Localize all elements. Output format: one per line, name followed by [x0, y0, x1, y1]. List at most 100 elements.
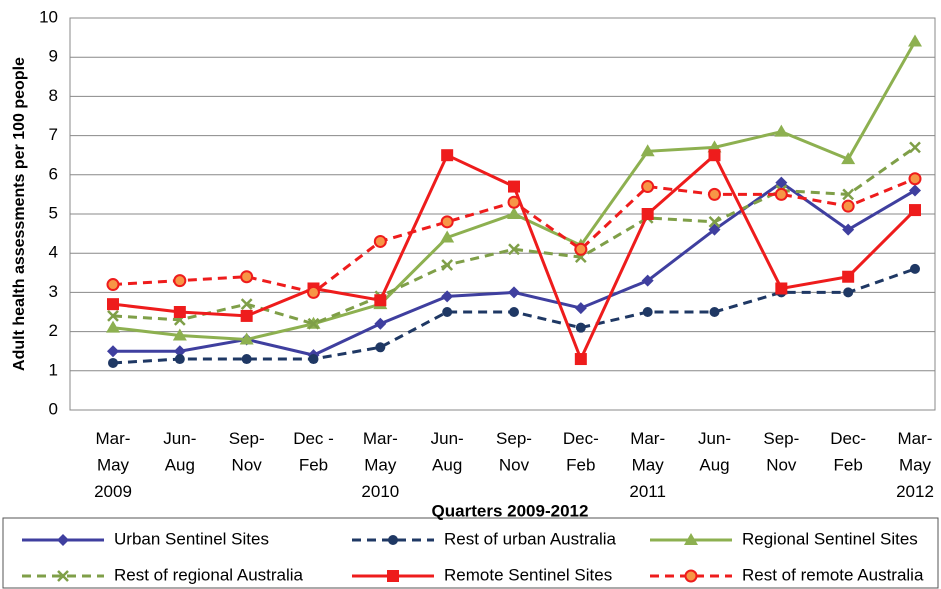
x-tick-label: Jun-Aug	[431, 429, 464, 475]
x-tick-label: Mar-May 2010	[361, 429, 399, 501]
marker	[107, 298, 119, 311]
marker	[440, 230, 455, 243]
marker	[374, 317, 387, 330]
marker	[107, 345, 119, 358]
marker	[508, 243, 520, 256]
marker	[908, 172, 922, 186]
y-tick-label: 5	[49, 203, 58, 222]
marker	[508, 180, 520, 193]
legend-marker	[684, 569, 698, 583]
marker	[308, 354, 319, 365]
y-tick-label: 10	[39, 7, 58, 26]
x-tick-label: Mar-May 2012	[896, 429, 934, 501]
marker	[910, 263, 920, 274]
marker	[172, 328, 187, 341]
marker	[708, 149, 721, 162]
marker	[709, 307, 720, 317]
y-tick-label: 2	[49, 321, 58, 340]
marker	[842, 188, 855, 201]
marker	[106, 278, 120, 292]
marker	[774, 187, 788, 201]
marker	[373, 234, 387, 248]
x-tick-label: Jun-Aug	[163, 429, 196, 475]
legend-marker	[57, 534, 69, 546]
x-tick-label: Mar-May 2009	[94, 429, 132, 501]
x-tick-label: Mar-May 2011	[629, 429, 666, 501]
legend-label: Rest of urban Australia	[444, 529, 617, 548]
marker	[374, 294, 387, 307]
marker	[108, 357, 118, 368]
marker	[441, 290, 454, 303]
x-tick-label: Dec-Feb	[563, 429, 599, 475]
y-tick-label: 4	[49, 243, 58, 262]
legend-label: Regional Sentinel Sites	[742, 529, 918, 548]
marker	[106, 320, 120, 333]
marker	[775, 176, 788, 189]
marker	[708, 215, 721, 228]
marker	[240, 298, 253, 311]
marker	[307, 285, 320, 299]
x-tick-label: Dec -Feb	[293, 429, 334, 475]
marker	[241, 354, 252, 365]
legend-marker	[388, 535, 398, 545]
legend-marker	[57, 570, 69, 582]
y-tick-label: 1	[49, 360, 58, 379]
x-tick-label: Dec-Feb	[830, 429, 866, 475]
marker	[307, 317, 320, 330]
y-axis-title: Adult health assessments per 100 people	[11, 57, 28, 371]
marker	[509, 307, 519, 317]
marker	[574, 353, 587, 366]
marker	[173, 274, 187, 288]
marker	[841, 199, 855, 213]
legend-label: Rest of remote Australia	[742, 565, 924, 584]
marker	[575, 322, 586, 333]
y-tick-label: 3	[49, 282, 58, 301]
marker	[240, 270, 254, 284]
y-tick-label: 8	[49, 86, 58, 105]
legend-box	[2, 517, 939, 589]
marker	[841, 152, 856, 165]
marker	[173, 306, 186, 318]
x-tick-label: Sep-Nov	[763, 429, 799, 475]
marker	[641, 208, 654, 220]
marker	[574, 242, 588, 256]
marker	[640, 144, 655, 157]
y-tick-label: 0	[49, 399, 58, 418]
legend-label: Remote Sentinel Sites	[444, 565, 612, 584]
x-tick-label: Sep-Nov	[229, 429, 265, 475]
marker	[174, 354, 185, 365]
marker	[641, 180, 655, 194]
marker	[507, 195, 521, 209]
marker	[508, 286, 520, 299]
marker	[442, 307, 453, 317]
legend-marker	[387, 570, 399, 582]
legend-label: Rest of regional Australia	[114, 565, 304, 584]
marker	[240, 309, 253, 322]
marker	[441, 149, 454, 162]
marker	[441, 259, 454, 271]
marker	[775, 282, 788, 295]
marker	[239, 332, 254, 345]
y-tick-label: 9	[49, 47, 58, 66]
x-tick-label: Sep-Nov	[496, 429, 532, 475]
x-axis-title: Quarters 2009-2012	[432, 501, 589, 520]
marker	[774, 124, 789, 137]
x-tick-label: Jun-Aug	[698, 429, 731, 475]
y-tick-label: 6	[49, 164, 58, 183]
marker	[842, 223, 855, 236]
marker	[909, 141, 921, 154]
marker	[173, 345, 186, 358]
marker	[574, 302, 587, 315]
y-tick-label: 7	[49, 125, 58, 144]
legend-marker	[684, 533, 698, 545]
marker	[642, 307, 653, 317]
marker	[909, 204, 921, 217]
marker	[908, 34, 922, 47]
marker	[641, 274, 654, 287]
marker	[909, 184, 921, 197]
marker	[440, 215, 454, 229]
marker	[708, 223, 721, 236]
marker	[843, 287, 854, 298]
